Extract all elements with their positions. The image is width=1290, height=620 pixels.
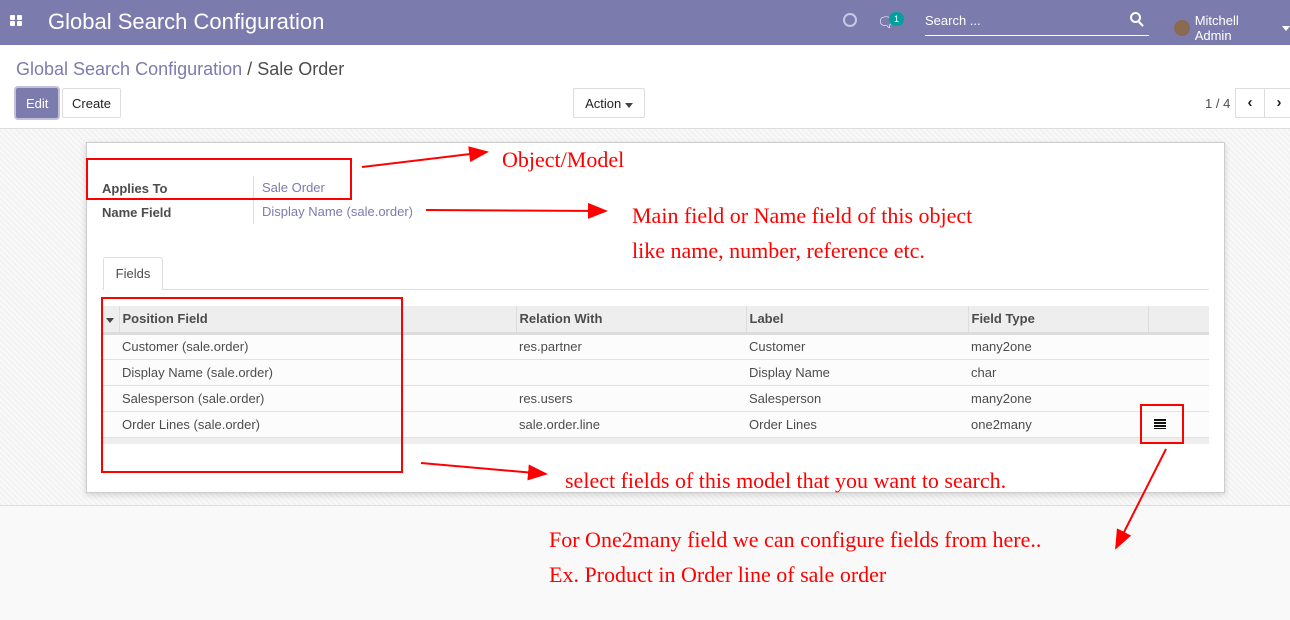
cell: res.partner (516, 333, 746, 360)
table-row[interactable]: Order Lines (sale.order) sale.order.line O… (103, 411, 1209, 438)
cell: Customer (746, 333, 968, 360)
apps-menu-icon[interactable] (10, 15, 23, 27)
cell: Salesperson (746, 385, 968, 412)
applies-to-label: Applies To (102, 181, 168, 196)
annotation-select-fields: select fields of this model that you wan… (565, 468, 1007, 493)
form-sheet: Applies To Sale Order Name Field Display… (86, 142, 1225, 493)
action-dropdown[interactable]: Action (573, 88, 645, 118)
avatar (1174, 20, 1190, 36)
annotation-main-field-2: like name, number, reference etc. (632, 238, 925, 263)
cell: one2many (968, 411, 1148, 438)
column-header-actions (1147, 306, 1209, 335)
search-box (925, 8, 1149, 36)
cell: Display Name (746, 359, 968, 386)
tab-fields[interactable]: Fields (103, 257, 163, 290)
column-header[interactable]: Position Field (118, 306, 516, 335)
control-panel: Global Search Configuration / Sale Order… (0, 45, 1290, 129)
column-header[interactable]: Field Type (967, 306, 1148, 335)
column-header[interactable]: Relation With (515, 306, 746, 335)
cell: Salesperson (sale.order) (119, 385, 516, 412)
annotation-box-position-field (101, 297, 403, 473)
column-header[interactable]: Label (745, 306, 968, 335)
navbar: Global Search Configuration 🗨 1 Mitchell… (0, 0, 1290, 45)
cell: Order Lines (746, 411, 968, 438)
annotation-box-applies-to (86, 158, 352, 200)
search-icon[interactable] (1130, 12, 1141, 23)
breadcrumb: Global Search Configuration / Sale Order (16, 59, 344, 80)
activity-clock-icon[interactable] (843, 13, 857, 27)
cell: char (968, 359, 1148, 386)
annotation-object-model: Object/Model (502, 147, 625, 172)
annotation-one2many-1: For One2many field we can configure fiel… (549, 527, 1042, 552)
user-menu[interactable]: Mitchell Admin (1174, 13, 1290, 43)
breadcrumb-separator: / (247, 59, 253, 79)
caret-down-icon (624, 102, 633, 108)
pager-next-button[interactable]: › (1264, 88, 1290, 118)
pager-value: 1 / 4 (1205, 96, 1231, 111)
breadcrumb-current: Sale Order (257, 59, 345, 79)
cell: Order Lines (sale.order) (119, 411, 516, 438)
cell: many2one (968, 385, 1148, 412)
annotation-one2many-2: Ex. Product in Order line of sale order (549, 562, 887, 587)
name-field-value[interactable]: Display Name (sale.order) (253, 200, 413, 224)
name-field-label: Name Field (102, 205, 172, 220)
cell: res.users (516, 385, 746, 412)
table-row[interactable]: Display Name (sale.order) Display Name cha… (103, 359, 1209, 386)
messages-count-badge: 1 (889, 12, 904, 26)
column-toggle[interactable] (103, 306, 119, 335)
cell: Display Name (sale.order) (119, 359, 516, 386)
app-title: Global Search Configuration (48, 9, 325, 34)
fields-table: Position Field Relation With Label Field… (103, 306, 1209, 444)
cell: many2one (968, 333, 1148, 360)
annotation-box-list-icon (1140, 404, 1184, 444)
table-row[interactable]: Customer (sale.order) res.partner Customer… (103, 333, 1209, 360)
search-input[interactable] (925, 8, 1115, 32)
chevron-down-icon (1282, 25, 1290, 31)
tab-divider (103, 289, 1209, 290)
action-label: Action (585, 95, 622, 111)
annotation-main-field-1: Main field or Name field of this object (632, 203, 973, 228)
table-row[interactable]: Salesperson (sale.order) res.users Salespe… (103, 385, 1209, 412)
applies-to-value[interactable]: Sale Order (253, 176, 325, 200)
user-name: Mitchell Admin (1194, 13, 1239, 43)
cell: sale.order.line (516, 411, 746, 438)
breadcrumb-parent-link[interactable]: Global Search Configuration (16, 59, 243, 79)
edit-button[interactable]: Edit (16, 88, 58, 118)
cell: Customer (sale.order) (119, 333, 516, 360)
caret-down-icon (106, 318, 114, 324)
create-button[interactable]: Create (62, 88, 121, 118)
cell (516, 359, 746, 386)
list-configure-icon[interactable] (1154, 418, 1166, 429)
pager-previous-button[interactable]: ‹ (1235, 88, 1265, 118)
